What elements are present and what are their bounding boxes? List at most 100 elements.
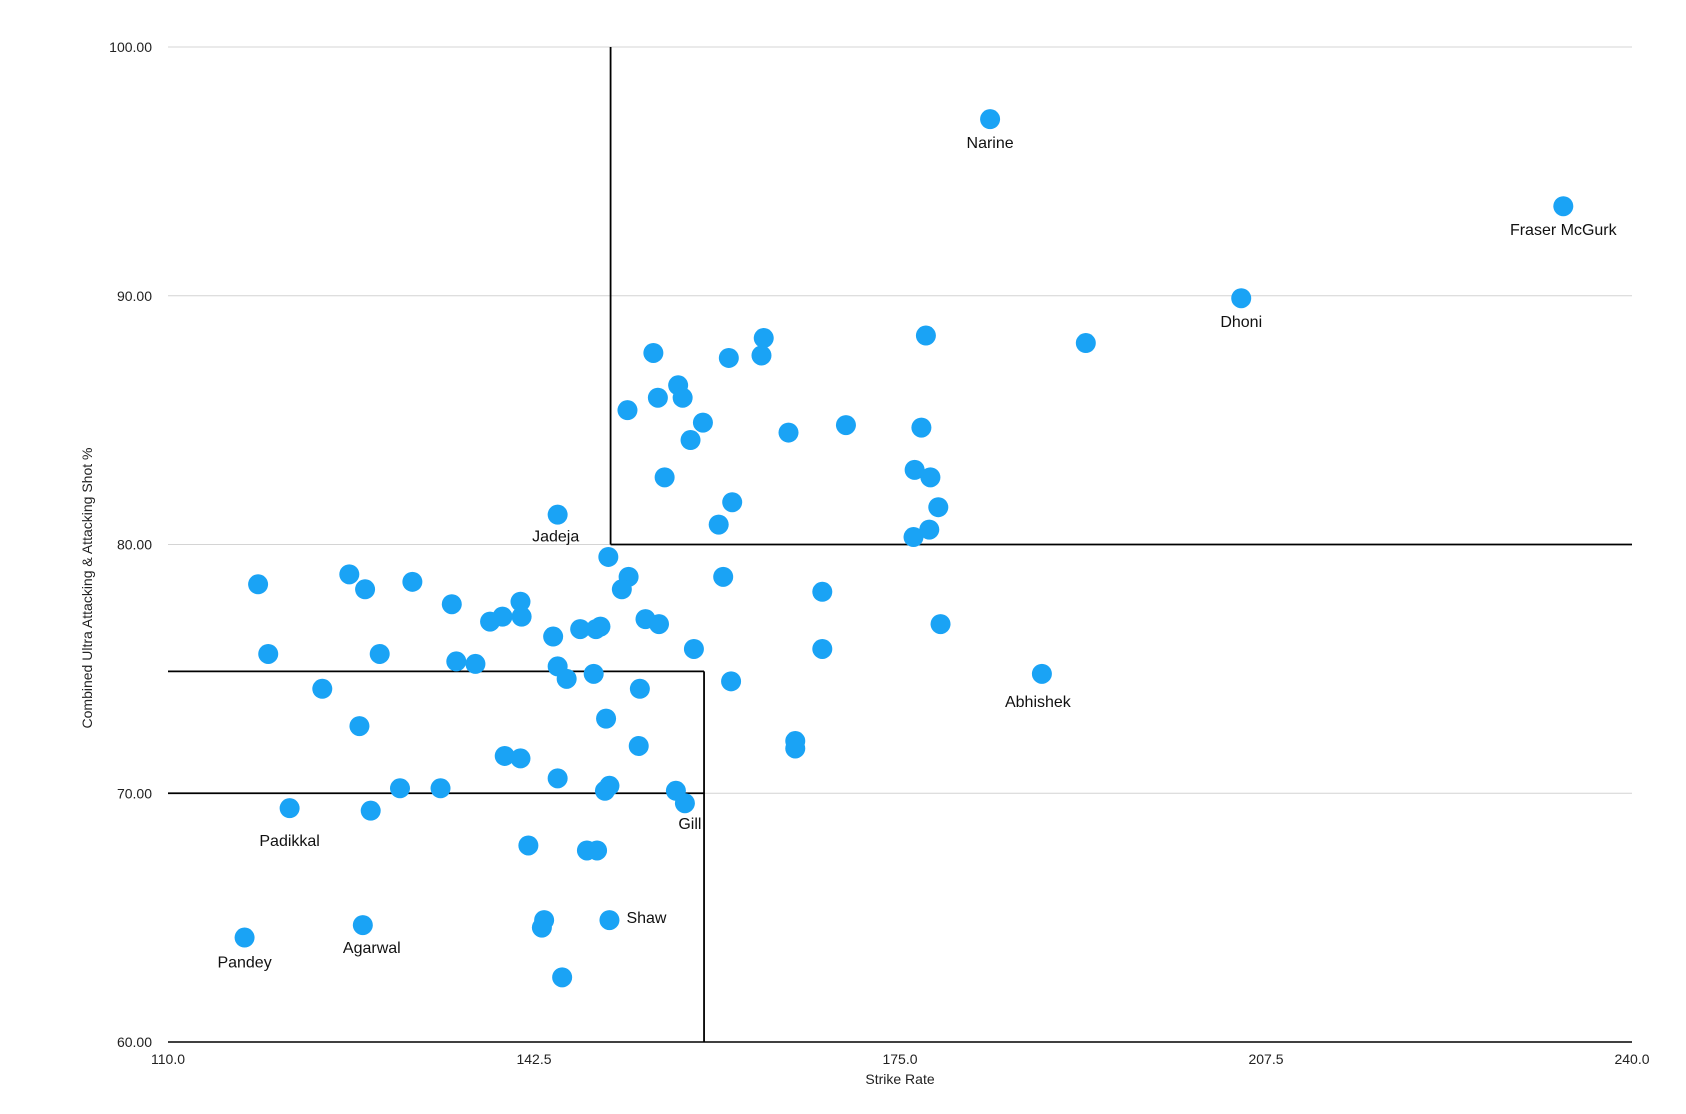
data-point bbox=[617, 400, 638, 421]
data-point bbox=[570, 619, 591, 640]
data-point bbox=[234, 927, 255, 948]
data-point bbox=[258, 643, 279, 664]
data-point bbox=[583, 663, 604, 684]
data-point bbox=[812, 638, 833, 659]
data-point bbox=[594, 780, 615, 801]
data-point bbox=[785, 738, 806, 759]
data-point bbox=[441, 594, 462, 615]
y-tick-label: 70.00 bbox=[117, 785, 152, 801]
y-tick-label: 60.00 bbox=[117, 1034, 152, 1050]
data-point bbox=[389, 778, 410, 799]
data-point bbox=[349, 716, 370, 737]
data-point bbox=[647, 387, 668, 408]
point-label: Pandey bbox=[217, 955, 271, 972]
data-point bbox=[480, 611, 501, 632]
x-tick-label: 207.5 bbox=[1248, 1051, 1283, 1067]
point-label: Fraser McGurk bbox=[1510, 222, 1618, 239]
data-point bbox=[708, 514, 729, 535]
data-point bbox=[1075, 333, 1096, 354]
data-point bbox=[510, 591, 531, 612]
data-point bbox=[649, 614, 670, 635]
data-point bbox=[753, 328, 774, 349]
data-point bbox=[980, 109, 1001, 130]
data-point bbox=[751, 345, 772, 366]
x-tick-label: 240.0 bbox=[1614, 1051, 1649, 1067]
point-label: Jadeja bbox=[532, 529, 579, 546]
data-point bbox=[911, 417, 932, 438]
data-point bbox=[547, 768, 568, 789]
data-point bbox=[599, 910, 620, 931]
data-point bbox=[355, 579, 376, 600]
data-point bbox=[904, 459, 925, 480]
data-point bbox=[446, 651, 467, 672]
x-axis-title: Strike Rate bbox=[865, 1071, 934, 1087]
data-point bbox=[248, 574, 269, 595]
point-label: Shaw bbox=[626, 910, 666, 927]
data-point bbox=[835, 415, 856, 436]
data-point bbox=[611, 579, 632, 600]
data-point bbox=[692, 412, 713, 433]
data-point bbox=[339, 564, 360, 585]
data-point bbox=[928, 497, 949, 518]
data-point bbox=[903, 527, 924, 548]
data-point bbox=[674, 793, 695, 814]
data-point bbox=[369, 643, 390, 664]
data-point bbox=[915, 325, 936, 346]
data-point bbox=[628, 735, 649, 756]
data-point bbox=[543, 626, 564, 647]
point-labels: Narine Fraser McGurk Dhoni Jadeja Abhishek Gi… bbox=[217, 135, 1617, 971]
data-point bbox=[654, 467, 675, 488]
data-point bbox=[812, 581, 833, 602]
data-points bbox=[234, 109, 1574, 988]
axes: 60.00 70.00 80.00 90.00 100.00 110.0 142.5 175.… bbox=[109, 39, 1650, 1067]
point-label: Abhishek bbox=[1005, 694, 1072, 711]
data-point bbox=[510, 748, 531, 769]
data-point bbox=[402, 571, 423, 592]
data-point bbox=[919, 519, 940, 540]
data-point bbox=[721, 671, 742, 692]
point-label: Narine bbox=[967, 135, 1014, 152]
data-point bbox=[547, 504, 568, 525]
data-point bbox=[430, 778, 451, 799]
data-point bbox=[598, 546, 619, 567]
data-point bbox=[587, 840, 608, 861]
x-tick-label: 142.5 bbox=[516, 1051, 551, 1067]
data-point bbox=[312, 678, 333, 699]
data-point bbox=[552, 967, 573, 988]
point-label: Padikkal bbox=[259, 833, 319, 850]
data-point bbox=[465, 653, 486, 674]
data-point bbox=[511, 606, 532, 627]
data-point bbox=[360, 800, 381, 821]
data-point bbox=[680, 430, 701, 451]
data-point bbox=[494, 745, 515, 766]
point-label: Gill bbox=[678, 816, 701, 833]
y-tick-label: 100.00 bbox=[109, 39, 152, 55]
data-point bbox=[683, 638, 704, 659]
x-tick-label: 175.0 bbox=[882, 1051, 917, 1067]
x-tick-label: 110.0 bbox=[151, 1051, 185, 1067]
data-point bbox=[352, 915, 373, 936]
data-point bbox=[778, 422, 799, 443]
point-label: Agarwal bbox=[343, 940, 401, 957]
data-point bbox=[1031, 663, 1052, 684]
gridlines bbox=[168, 46, 1632, 794]
data-point bbox=[722, 492, 743, 513]
y-axis-title: Combined Ultra Attacking & Attacking Sho… bbox=[79, 448, 95, 729]
data-point bbox=[713, 566, 734, 587]
data-point bbox=[596, 708, 617, 729]
data-point bbox=[518, 835, 539, 856]
data-point bbox=[920, 467, 941, 488]
data-point bbox=[629, 678, 650, 699]
point-label: Dhoni bbox=[1220, 314, 1262, 331]
data-point bbox=[556, 668, 577, 689]
data-point bbox=[585, 619, 606, 640]
data-point bbox=[718, 347, 739, 368]
data-point bbox=[279, 798, 300, 819]
data-point bbox=[1553, 196, 1574, 217]
y-tick-label: 90.00 bbox=[117, 288, 152, 304]
data-point bbox=[1231, 288, 1252, 309]
data-point bbox=[930, 614, 951, 635]
y-tick-label: 80.00 bbox=[117, 537, 152, 553]
data-point bbox=[672, 387, 693, 408]
